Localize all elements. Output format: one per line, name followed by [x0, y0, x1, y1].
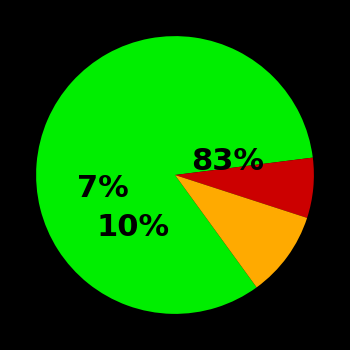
Wedge shape [175, 175, 307, 287]
Wedge shape [175, 158, 314, 218]
Text: 83%: 83% [191, 147, 264, 176]
Text: 10%: 10% [97, 213, 170, 242]
Wedge shape [36, 36, 313, 314]
Text: 7%: 7% [77, 174, 129, 203]
